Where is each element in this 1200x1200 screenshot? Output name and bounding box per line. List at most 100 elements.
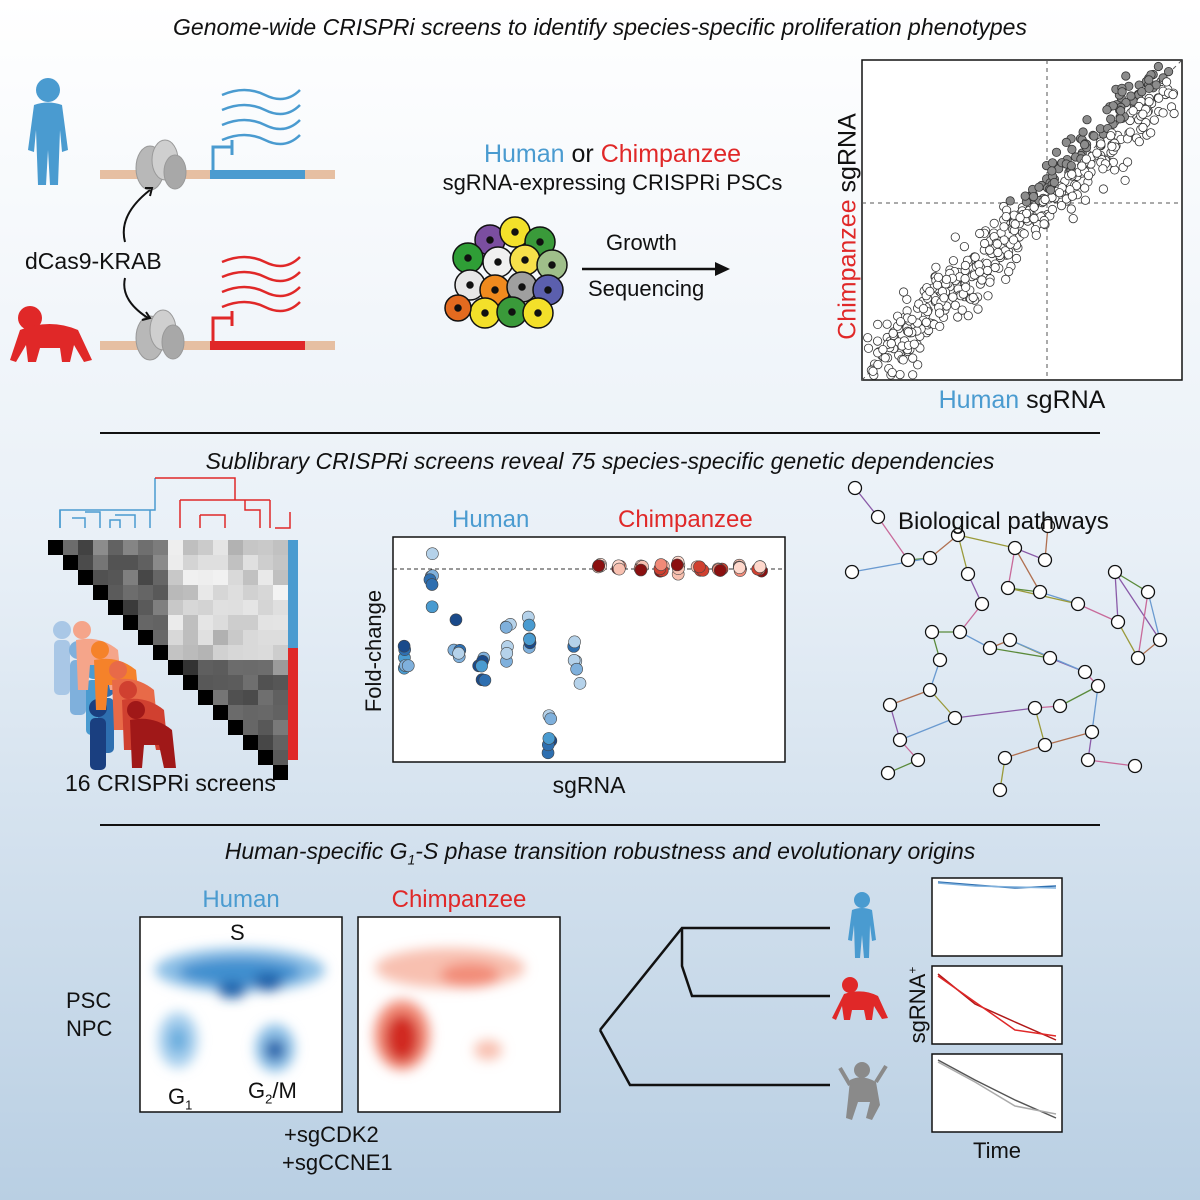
dot-plot-human-label: Human: [452, 506, 530, 533]
stacked-primate-silhouettes-icon: [53, 621, 176, 770]
dot-plot-chimp-label: Chimpanzee: [618, 506, 753, 533]
scatter-point: [993, 247, 1003, 258]
network-edge: [1137, 591, 1149, 659]
heatmap-cell: [198, 615, 213, 630]
scatter-point: [1089, 131, 1099, 141]
scatter-point: [886, 338, 896, 349]
network-node: [1052, 698, 1068, 714]
network-node: [1152, 632, 1168, 648]
heatmap-cell: [213, 705, 228, 720]
heatmap-cell: [153, 645, 168, 660]
dna-gene-chimp: [210, 341, 305, 350]
dot-plot-x-label: sgRNA: [552, 772, 626, 798]
network-edge: [877, 516, 909, 561]
scatter-point: [1125, 127, 1135, 137]
sgrna-main: sgRNA: [905, 973, 930, 1044]
heatmap-cell: [183, 615, 198, 630]
scatter-point: [973, 304, 983, 314]
cell-species-label: Human or Chimpanzee: [440, 140, 785, 169]
network-node: [1127, 758, 1143, 774]
dot-point: [670, 558, 684, 572]
g2m-sub: 2: [265, 1091, 273, 1107]
network-edge: [954, 707, 1036, 719]
dot-point: [693, 560, 706, 574]
timeseries-panel-chimp: [931, 965, 1063, 1045]
heatmap-cell: [273, 555, 288, 570]
heatmap-cell: [108, 570, 123, 585]
heatmap-cell: [273, 735, 288, 750]
scatter-point: [999, 222, 1009, 232]
heatmap-cell: [153, 555, 168, 570]
time-label: Time: [972, 1138, 1022, 1163]
heatmap-cell: [273, 690, 288, 705]
scatter-point: [1149, 115, 1159, 125]
transcripts-human: [221, 88, 301, 146]
network-node: [882, 697, 898, 713]
heatmap-cell: [213, 570, 228, 585]
heatmap-cell: [198, 585, 213, 600]
heatmap-cell: [273, 570, 288, 585]
heatmap-cell: [93, 540, 108, 555]
g1-main: G: [168, 1084, 186, 1109]
heatmap-cell: [198, 660, 213, 675]
network-node: [992, 782, 1008, 798]
scatter-point: [1047, 166, 1057, 176]
network-node: [1070, 596, 1086, 612]
network-node: [1042, 650, 1058, 666]
human-small-icon: [848, 892, 876, 958]
scatter-point: [1008, 235, 1019, 245]
scatter-point: [908, 370, 918, 380]
heatmap-cell: [183, 540, 198, 555]
network-edge: [1044, 731, 1093, 746]
scatter-point: [863, 343, 874, 353]
dot-point: [523, 632, 536, 646]
network-node: [950, 527, 966, 543]
heatmap-cell: [153, 630, 168, 645]
heatmap-cell: [168, 645, 183, 660]
scatter-point: [1134, 137, 1144, 147]
scatter-x-species: Human: [938, 386, 1020, 414]
scatter-point: [961, 282, 971, 292]
pathway-network: [844, 480, 1168, 798]
heatmap-cell: [108, 585, 123, 600]
heatmap-cell: [183, 630, 198, 645]
scatter-point: [1098, 164, 1108, 174]
scatter-point: [888, 328, 898, 338]
heatmap-cell: [198, 645, 213, 660]
heatmap-cell: [273, 600, 288, 615]
dot-point: [397, 639, 411, 653]
heatmap-cell: [228, 585, 243, 600]
heatmap-cell: [198, 690, 213, 705]
dot-point: [592, 559, 605, 573]
heatmap-cell: [153, 615, 168, 630]
scatter-point: [1162, 77, 1172, 87]
heatmap-cell: [93, 555, 108, 570]
scatter-point: [1067, 191, 1078, 201]
scatter-point: [959, 242, 970, 252]
scatter-point: [1168, 90, 1178, 100]
network-node: [1037, 737, 1053, 753]
scatter-point: [1117, 87, 1127, 97]
scatter-point: [1123, 157, 1133, 167]
or-word: or: [571, 140, 594, 168]
phylogeny-tree: [598, 926, 830, 1087]
dot-point: [401, 659, 415, 673]
heatmap-cell: [168, 600, 183, 615]
macaque-small-icon: [838, 1062, 888, 1120]
heatmap-cell: [123, 600, 138, 615]
scatter-point: [1001, 274, 1011, 284]
heatmap-cell: [228, 675, 243, 690]
heatmap-cell: [198, 555, 213, 570]
network-edge: [1077, 603, 1119, 623]
flow-human-label: Human: [202, 886, 280, 913]
npc-label: NPC: [66, 1016, 113, 1041]
scatter-point: [1083, 171, 1094, 181]
scatter-point: [931, 262, 941, 272]
network-node: [1077, 664, 1093, 680]
network-node: [844, 564, 860, 580]
heatmap-cell: [258, 750, 273, 765]
heatmap-cell: [153, 540, 168, 555]
scatter-point: [1121, 71, 1131, 81]
network-node: [847, 480, 863, 496]
